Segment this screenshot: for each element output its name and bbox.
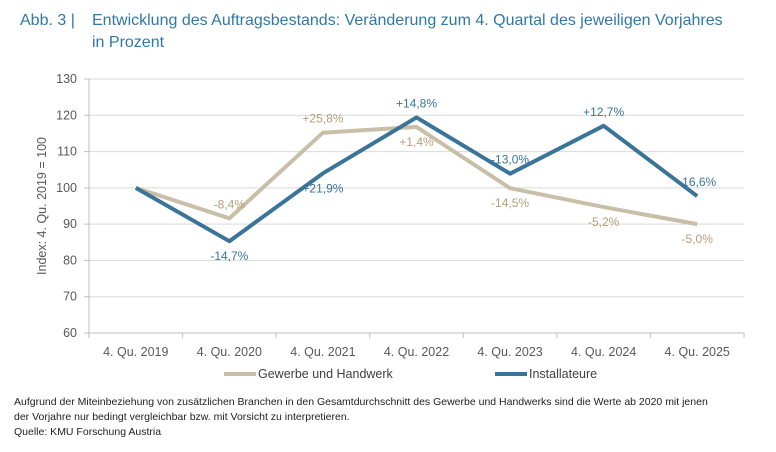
data-label: -13,0% xyxy=(491,153,529,167)
x-tick-label: 4. Qu. 2022 xyxy=(384,345,449,359)
legend-item-installateure[interactable]: Installateure xyxy=(495,367,597,381)
legend: Gewerbe und Handwerk Installateure xyxy=(224,367,597,381)
data-label: -5,0% xyxy=(682,232,714,246)
data-label: +21,9% xyxy=(302,181,343,195)
footnote-line-1: Aufgrund der Miteinbeziehung von zusätzl… xyxy=(14,396,708,408)
y-tick-label: 80 xyxy=(63,253,77,267)
data-label: -5,2% xyxy=(588,215,620,229)
data-label: +14,8% xyxy=(396,96,437,110)
series-lines xyxy=(134,115,699,244)
source: Quelle: KMU Forschung Austria xyxy=(14,426,162,438)
x-axis-ticks: 4. Qu. 2019 4. Qu. 2020 4. Qu. 2021 4. Qu. … xyxy=(88,333,745,359)
legend-label: Gewerbe und Handwerk xyxy=(258,367,394,381)
data-label: -8,4% xyxy=(214,197,246,211)
y-tick-label: 110 xyxy=(57,145,77,159)
x-tick-label: 4. Qu. 2021 xyxy=(290,345,355,359)
footnote-line-2: der Vorjahre nur bedingt vergleichbar bz… xyxy=(14,411,350,423)
data-label: -16,6% xyxy=(678,175,716,189)
y-tick-label: 120 xyxy=(56,108,77,122)
legend-item-gewerbe[interactable]: Gewerbe und Handwerk xyxy=(224,367,394,381)
footer: Aufgrund der Miteinbeziehung von zusätzl… xyxy=(14,395,774,440)
title-line-2: in Prozent xyxy=(92,34,165,51)
title-line-1: Entwicklung des Auftragsbestands: Veränd… xyxy=(92,12,723,29)
y-tick-label: 90 xyxy=(63,217,77,231)
x-tick-label: 4. Qu. 2019 xyxy=(103,345,168,359)
data-label: +1,4% xyxy=(399,135,434,149)
y-axis-ticks: 60 70 80 90 100 110 120 130 xyxy=(56,72,89,340)
x-tick-label: 4. Qu. 2020 xyxy=(197,345,262,359)
x-tick-label: 4. Qu. 2025 xyxy=(665,345,730,359)
y-tick-label: 100 xyxy=(56,181,77,195)
x-tick-label: 4. Qu. 2024 xyxy=(571,345,636,359)
figure-label: Abb. 3 | xyxy=(20,12,75,29)
data-label: -14,5% xyxy=(491,196,529,210)
x-tick-label: 4. Qu. 2023 xyxy=(477,345,542,359)
y-tick-label: 70 xyxy=(63,290,77,304)
data-labels: -8,4% +25,8% +1,4% -14,5% -5,2% -5,0% -14,7% +2… xyxy=(210,96,716,263)
y-axis-title: Index: 4. Qu. 2019 = 100 xyxy=(35,137,49,275)
y-tick-label: 60 xyxy=(63,326,77,340)
legend-label: Installateure xyxy=(529,367,597,381)
data-label: +25,8% xyxy=(302,112,343,126)
y-tick-label: 130 xyxy=(56,72,77,86)
data-label: -14,7% xyxy=(210,249,248,263)
data-label: +12,7% xyxy=(583,105,624,119)
